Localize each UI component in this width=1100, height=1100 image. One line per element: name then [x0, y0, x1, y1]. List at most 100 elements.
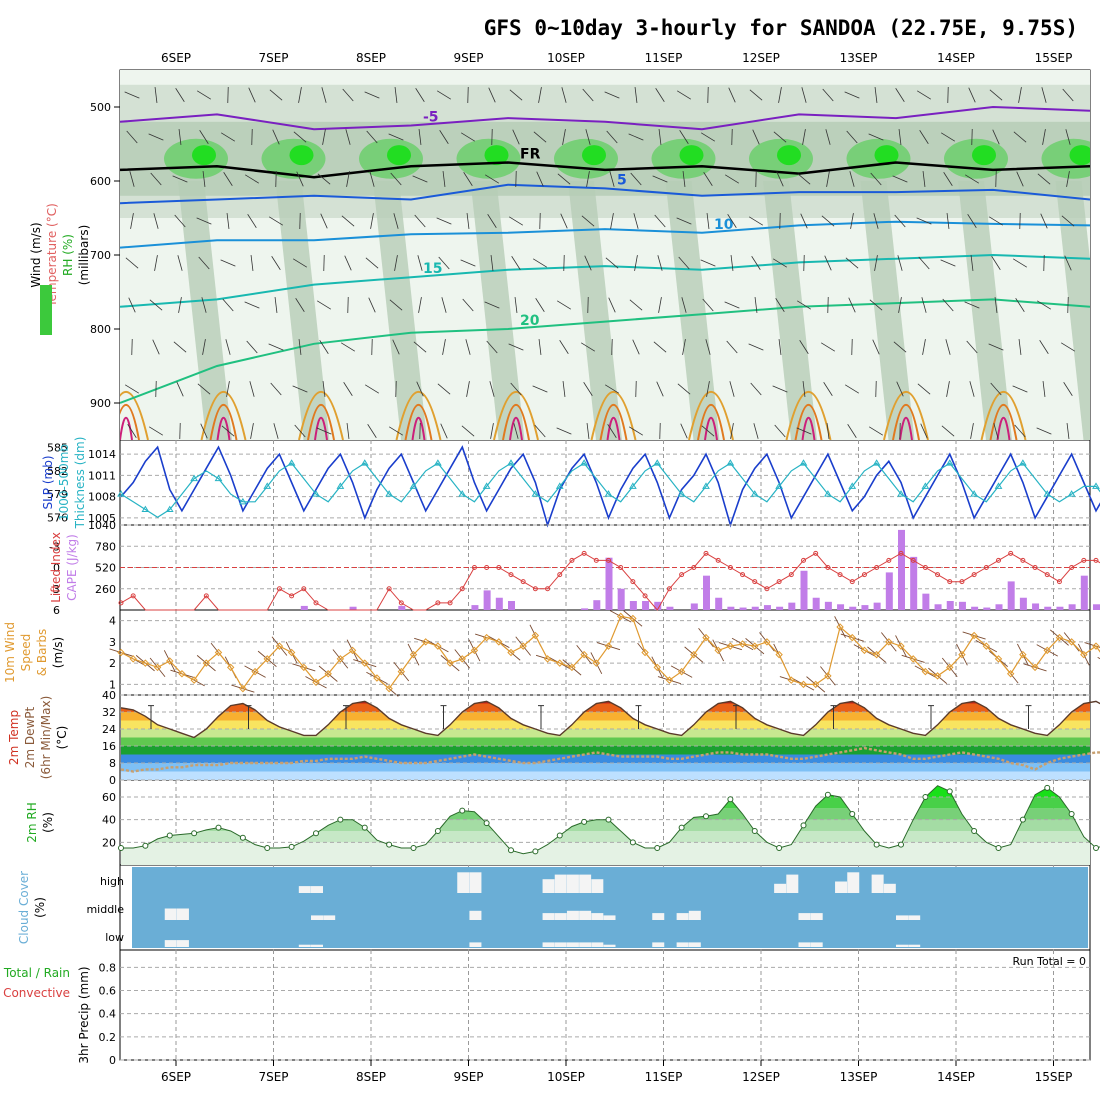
wind-speed-marker: [677, 667, 686, 676]
lifted-marker: [593, 557, 599, 563]
rh-marker: [142, 842, 149, 849]
wind-barb: [561, 87, 567, 103]
top-date-label: 13SEP: [840, 51, 878, 65]
wind-barb: [322, 381, 326, 397]
precip-label: 3hr Precip (mm): [77, 966, 91, 1063]
wind-barb: [970, 255, 974, 271]
wind-speed-marker: [872, 650, 881, 659]
cape-bar: [483, 590, 491, 610]
wind-barb: [417, 255, 423, 271]
wind-barb: [774, 424, 786, 438]
cape-bar: [300, 605, 308, 610]
wind-barb: [465, 339, 471, 355]
cloud-cell: [311, 915, 323, 920]
rh-saturated-patch: [387, 145, 411, 166]
wind-barb: [604, 384, 620, 394]
wind-barb: [1018, 339, 1022, 355]
thickness-marker: [458, 490, 467, 497]
wind-barb: [705, 339, 711, 355]
wind-barb: [751, 256, 761, 270]
wind-barb: [775, 298, 785, 312]
wind-speed-marker: [385, 684, 393, 693]
cloud-cell: [652, 942, 665, 947]
wind-barb: [681, 297, 687, 313]
wind-barb: [346, 171, 350, 187]
panel-side-label: 10m Wind: [3, 622, 17, 683]
rh-marker: [337, 816, 344, 823]
cloud-cell: [298, 944, 311, 947]
wind-speed-marker: [982, 642, 991, 650]
wind-barb: [532, 258, 548, 268]
thickness-marker: [799, 459, 808, 466]
wind-barb: [940, 259, 956, 267]
wind-barb: [364, 91, 380, 99]
wind-barb: [392, 339, 400, 355]
panel-side-label: Wind (m/s): [29, 222, 43, 287]
warm-contour: [404, 404, 433, 440]
thickness-marker: [823, 490, 832, 497]
wind-barb: [292, 258, 308, 268]
cloud-cell: [298, 886, 311, 893]
wind-barb: [152, 339, 160, 355]
warm-contour: [395, 391, 442, 440]
lifted-marker: [715, 557, 721, 563]
wind-barb: [148, 133, 164, 141]
wind-barb: [128, 297, 136, 313]
wind-tick-label: 2: [109, 657, 116, 670]
thickness-marker: [580, 459, 589, 466]
rh-marker: [386, 841, 393, 848]
wind-speed-marker: [958, 650, 966, 659]
wind-barb: [680, 423, 688, 439]
wind-barb: [1013, 131, 1027, 143]
thickness-marker: [604, 490, 613, 497]
cape-bar: [471, 605, 479, 610]
wind-barb: [582, 88, 594, 102]
hot-contour: [216, 416, 231, 440]
wind-barb: [969, 381, 975, 397]
wind-barb: [848, 297, 856, 313]
wind-barb: [344, 255, 352, 271]
wind-speed-marker: [348, 646, 357, 655]
wind-barb: [822, 88, 834, 102]
bottom-date-label: 8SEP: [356, 1070, 386, 1084]
wind-barb: [316, 300, 332, 310]
thickness-marker: [628, 482, 637, 489]
thickness-marker: [848, 482, 857, 489]
warm-contour: [794, 404, 823, 440]
wind-barb: [321, 87, 327, 103]
rh-dry-slot: [958, 181, 1012, 440]
wind-barb: [682, 339, 686, 355]
wind-speed-marker: [409, 650, 418, 659]
wind-barb: [342, 88, 354, 102]
wind-barb: [940, 132, 956, 142]
wind-barb: [700, 132, 716, 142]
wind-barb: [1065, 129, 1071, 145]
rh-saturated-patch: [874, 145, 899, 166]
wind-barb: [964, 301, 980, 309]
wind-barb: [560, 213, 568, 229]
thickness-tick-label: 582: [47, 465, 68, 478]
wind-barb: [369, 171, 375, 187]
cape-bar: [1007, 581, 1015, 610]
rh-marker: [556, 832, 563, 839]
wind-barb: [1037, 173, 1051, 185]
upper-air-group: -5 FR 5 10 15 20: [120, 70, 1090, 440]
hot-contour: [801, 416, 816, 440]
lifted-marker: [1069, 565, 1075, 570]
wind-barb: [799, 340, 809, 354]
lifted-marker: [764, 586, 770, 592]
wind-barb: [676, 90, 692, 100]
rh-dry-slot: [1055, 181, 1090, 440]
wind-barb: [556, 427, 572, 435]
wind-barb: [946, 213, 950, 229]
wind-barb: [726, 340, 738, 354]
cape-bar: [910, 556, 918, 610]
temp-band: [121, 746, 1090, 755]
wind-barb: [436, 90, 452, 100]
wind-barb: [776, 171, 784, 187]
wind-barb: [629, 299, 643, 311]
cloud-cell: [579, 874, 592, 893]
wind-barb: [895, 88, 905, 102]
wind-barb: [942, 298, 954, 312]
wind-barb: [604, 91, 620, 99]
